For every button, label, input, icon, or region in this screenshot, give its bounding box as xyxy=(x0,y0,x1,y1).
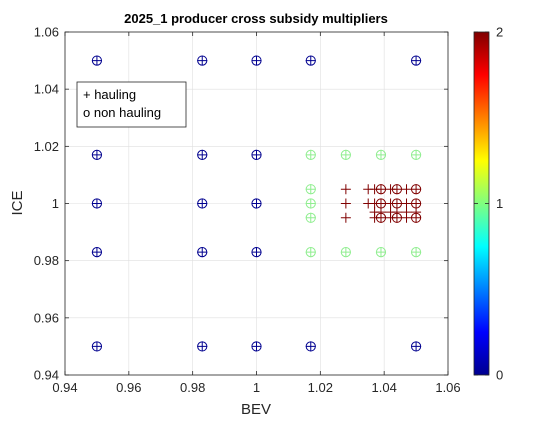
data-points xyxy=(91,55,422,352)
y-tick-label: 0.96 xyxy=(34,310,59,325)
hauling-point xyxy=(375,184,386,195)
hauling-point xyxy=(340,184,351,195)
y-tick-label: 1.04 xyxy=(34,82,59,97)
hauling-point xyxy=(340,212,351,223)
hauling-point xyxy=(197,247,208,258)
colorbar-ticks: 0 1 2 xyxy=(474,25,503,383)
x-tick-label: 1.04 xyxy=(372,380,397,395)
hauling-point xyxy=(251,198,262,209)
hauling-point xyxy=(305,149,316,160)
hauling-point xyxy=(251,247,262,258)
hauling-point xyxy=(401,184,412,195)
y-axis-label: ICE xyxy=(9,190,26,215)
hauling-point xyxy=(401,198,412,209)
hauling-point xyxy=(375,198,386,209)
x-tick-label: 1 xyxy=(253,380,260,395)
y-tick-label: 1 xyxy=(52,196,59,211)
hauling-point xyxy=(91,247,102,258)
y-tick-label: 0.94 xyxy=(34,368,59,383)
y-tick-labels: 0.94 0.96 0.98 1 1.02 1.04 1.06 xyxy=(34,25,59,383)
hauling-point xyxy=(251,55,262,66)
hauling-point xyxy=(340,149,351,160)
axis-ticks xyxy=(64,31,449,376)
hauling-point xyxy=(197,198,208,209)
hauling-point xyxy=(411,212,422,223)
legend-entry-non-hauling: o non hauling xyxy=(83,105,161,120)
x-tick-label: 1.02 xyxy=(308,380,333,395)
legend-box xyxy=(76,81,187,128)
hauling-point xyxy=(305,247,316,258)
legend: + hauling o non hauling xyxy=(76,81,187,128)
hauling-point xyxy=(91,341,102,352)
hauling-point xyxy=(391,212,402,223)
hauling-point xyxy=(391,184,402,195)
colorbar: 0 1 2 xyxy=(473,25,503,383)
hauling-point xyxy=(411,55,422,66)
x-axis-label: BEV xyxy=(241,401,271,418)
y-tick-label: 1.02 xyxy=(34,139,59,154)
hauling-point xyxy=(91,198,102,209)
hauling-point xyxy=(251,341,262,352)
chart-title: 2025_1 producer cross subsidy multiplier… xyxy=(124,11,388,26)
legend-entry-hauling: + hauling xyxy=(83,87,136,102)
x-tick-label: 0.94 xyxy=(52,380,77,395)
hauling-point xyxy=(197,341,208,352)
hauling-point xyxy=(375,247,386,258)
hauling-point xyxy=(411,198,422,209)
hauling-point xyxy=(340,247,351,258)
hauling-point xyxy=(375,149,386,160)
colorbar-tick-label: 0 xyxy=(496,368,503,383)
hauling-point xyxy=(305,55,316,66)
hauling-point xyxy=(411,149,422,160)
hauling-point xyxy=(340,198,351,209)
hauling-point xyxy=(305,198,316,209)
hauling-point xyxy=(411,247,422,258)
hauling-point xyxy=(411,184,422,195)
hauling-point xyxy=(91,149,102,160)
y-tick-label: 1.06 xyxy=(34,25,59,40)
hauling-point xyxy=(305,212,316,223)
hauling-point xyxy=(305,341,316,352)
y-tick-label: 0.98 xyxy=(34,253,59,268)
hauling-point xyxy=(91,55,102,66)
x-tick-label: 0.96 xyxy=(116,380,141,395)
hauling-point xyxy=(375,212,386,223)
x-tick-label: 1.06 xyxy=(435,380,460,395)
hauling-point xyxy=(197,55,208,66)
colorbar-tick-label: 1 xyxy=(496,196,503,211)
hauling-point xyxy=(251,149,262,160)
x-tick-label: 0.98 xyxy=(180,380,205,395)
hauling-point xyxy=(391,198,402,209)
x-tick-labels: 0.94 0.96 0.98 1 1.02 1.04 1.06 xyxy=(52,380,460,395)
hauling-point xyxy=(197,149,208,160)
colorbar-tick-label: 2 xyxy=(496,25,503,40)
hauling-point xyxy=(305,184,316,195)
hauling-point xyxy=(411,341,422,352)
hauling-point xyxy=(401,212,412,223)
